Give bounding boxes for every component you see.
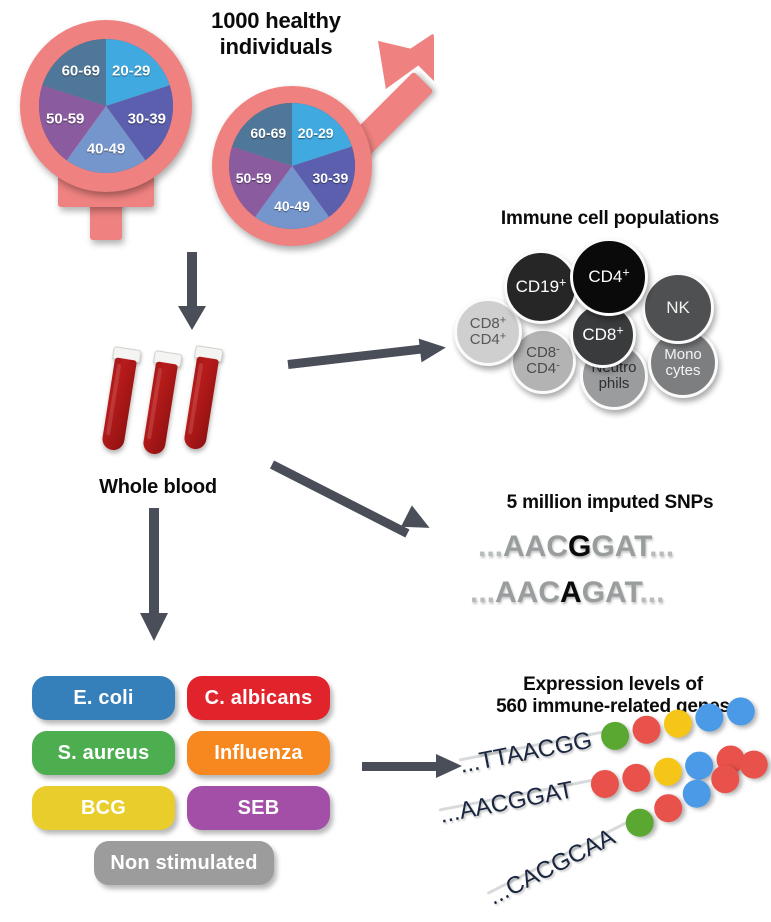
snp-base-hi: A (560, 576, 582, 609)
immune-cell-label-line: CD8+ (582, 323, 624, 344)
transcript-sequence-text: ...CACGCAA (483, 823, 620, 911)
stimulus-label: S. aureus (57, 741, 150, 764)
pie-label-50-59: 50-59 (46, 110, 85, 128)
pie-label-30-39: 30-39 (312, 170, 349, 187)
pie-label-20-29: 20-29 (297, 125, 334, 142)
snp-base-dim: ... (470, 576, 496, 609)
whole-blood-label: Whole blood (99, 476, 217, 498)
pie-label-20-29: 20-29 (112, 62, 151, 80)
arrow-blood-to-snps (269, 452, 452, 548)
immune-cell-label-line: NK (666, 297, 690, 317)
stimulus-pill-s-aureus[interactable]: S. aureus (32, 731, 175, 775)
transcript-bead-green (620, 803, 659, 842)
stimulus-pill-e-coli[interactable]: E. coli (32, 676, 175, 720)
immune-cell-label-line: CD8- (526, 343, 560, 362)
transcript-bead-red (588, 767, 622, 801)
immune-cell-label-line: cytes (665, 362, 701, 379)
stimulus-label: Influenza (214, 741, 303, 764)
male-symbol: 20-29 30-39 40-49 50-59 60-69 (200, 28, 434, 246)
snp-base-mid: GAT (581, 576, 640, 609)
blood-tube-body (141, 361, 178, 456)
stimulus-label: SEB (237, 796, 280, 819)
cohort-heading-line2: individuals (219, 33, 333, 59)
stimulus-label: C. albicans (204, 686, 313, 709)
female-symbol: 20-29 30-39 40-49 50-59 60-69 (12, 12, 202, 247)
transcript-bead-yellow (651, 755, 685, 789)
arrow-blood-to-stimuli (140, 508, 168, 648)
male-age-pie: 20-29 30-39 40-49 50-59 60-69 (229, 103, 355, 229)
snp-base-hi: G (568, 530, 592, 563)
immune-cell-label-line: CD4+ (469, 330, 507, 348)
snp-sequence-allele-A: ...AACAGAT... (470, 576, 664, 610)
snp-base-mid: GAT (591, 530, 650, 563)
arrow-stimuli-to-expression (362, 752, 472, 782)
pie-label-40-49: 40-49 (86, 140, 126, 158)
pie-label-50-59: 50-59 (235, 170, 272, 187)
pie-label-30-39: 30-39 (127, 110, 166, 128)
stimulus-pill-non-stimulated[interactable]: Non stimulated (94, 841, 274, 885)
stimulus-label: E. coli (73, 686, 134, 709)
transcript-bead-blue (692, 701, 726, 734)
snp-base-mid: AAC (503, 530, 569, 563)
immune-cell-CD8negCD4neg: CD8- CD4- (510, 328, 576, 394)
arrow-cohort-to-blood (178, 252, 206, 332)
stimulus-pill-c-albicans[interactable]: C. albicans (187, 676, 330, 720)
snp-sequence-allele-G: ...AACGGAT... (478, 530, 674, 564)
transcript-bead-blue (724, 695, 758, 728)
immune-cell-label-line: phils (598, 375, 630, 392)
transcript-strands-group: ...TTAACGG ...AACGGAT ...CACGCAA (437, 695, 771, 920)
pie-label-40-49: 40-49 (274, 198, 310, 215)
blood-tube-body (100, 357, 137, 452)
immune-cell-label-line: CD19+ (515, 275, 567, 296)
immune-cell-NK: NK (642, 272, 714, 344)
immune-cell-CD19pos: CD19+ (504, 250, 578, 324)
immune-cell-label-line: CD4+ (588, 265, 630, 286)
immune-cell-label-line: CD8+ (469, 314, 507, 333)
female-age-pie: 20-29 30-39 40-49 50-59 60-69 (39, 39, 173, 173)
stimuli-group: E. coli C. albicans S. aureus Influenza BCG S… (32, 676, 342, 896)
transcript-sequence-text: ...TTAACGG (457, 726, 595, 779)
snp-base-dim: ... (639, 576, 665, 609)
male-symbol-arrow-head (378, 33, 434, 89)
pie-label-60-69: 60-69 (61, 62, 100, 80)
immune-cell-label-line: Mono (664, 346, 702, 364)
snp-sequences-group: ...AACGGAT... ...AACAGAT... (470, 530, 760, 620)
stimulus-pill-influenza[interactable]: Influenza (187, 731, 330, 775)
transcript-bead-yellow (661, 707, 695, 741)
pie-label-60-69: 60-69 (250, 125, 287, 142)
transcript-bead-red (630, 713, 663, 747)
transcript-sequence-text: ...AACGGAT (437, 776, 576, 829)
transcript-bead-red (619, 761, 653, 795)
arrow-blood-to-immune-cells (287, 330, 460, 372)
immune-cell-CD4pos: CD4+ (570, 238, 648, 316)
immune-cells-group: CD19+ CD4+ NK CD8+ CD8+ CD4+ CD8- CD4- Neutro phi… (452, 238, 768, 420)
snps-heading: 5 million imputed SNPs (506, 492, 714, 513)
transcript-bead-green (598, 719, 632, 753)
cohort-heading-line1: 1000 healthy (211, 8, 341, 33)
immune-cells-heading: Immune cell populations (500, 208, 720, 229)
stimulus-pill-bcg[interactable]: BCG (32, 786, 175, 830)
stimulus-pill-seb[interactable]: SEB (187, 786, 330, 830)
blood-tube-body (182, 356, 219, 451)
stimulus-label: Non stimulated (110, 851, 258, 874)
immune-cell-label-line: CD4- (526, 359, 560, 377)
snp-base-mid: AAC (495, 576, 561, 609)
blood-tubes-group (100, 342, 258, 472)
snp-base-dim: ... (649, 530, 675, 563)
snp-base-dim: ... (478, 530, 504, 563)
transcript-bead-red (649, 789, 688, 828)
expression-heading-line1: Expression levels of (523, 674, 703, 695)
stimulus-label: BCG (80, 796, 127, 819)
cohort-heading: 1000 healthy individuals (176, 8, 376, 60)
